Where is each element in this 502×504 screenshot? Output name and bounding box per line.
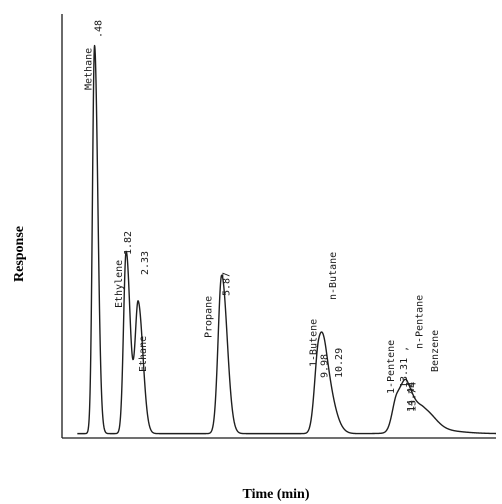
retention-time-ethane: 2.33 [140,251,151,275]
peak-label-n-butane: n-Butane [328,252,339,300]
peak-label-benzene: Benzene [430,330,441,372]
peak-label-1-pentene: 1-Pentene [386,340,397,394]
retention-time-ethylene: 1.82 [123,231,134,255]
peak-label-ethylene: Ethylene [114,260,125,308]
peak-label-methane: Methane [84,48,95,90]
peak-label-propane: Propane [204,296,215,338]
retention-time-propane: 5.87 [222,272,233,296]
y-axis-title: Response [12,226,27,282]
retention-time-benzene: 14.44 [406,382,417,412]
retention-time-1-butene: 9.98 [320,354,331,378]
retention-time-1-pentene: 13.31 , [399,346,410,388]
x-axis-title: Time (min) [242,487,309,502]
chromatogram-trace [76,44,497,435]
peak-labels: Methane .48 Ethylene 1.82 Ethane 2.33 Propane 5… [84,20,441,412]
peak-label-n-pentane: n-Pentane [414,295,425,349]
peak-label-1-butene: 1-Butene [309,319,320,367]
retention-time-methane: .48 [94,20,105,38]
retention-time-n-pentane: 13.74 [407,382,418,412]
retention-time-n-butane: 10.29 [334,348,345,378]
peak-label-ethane: Ethane [138,336,149,372]
